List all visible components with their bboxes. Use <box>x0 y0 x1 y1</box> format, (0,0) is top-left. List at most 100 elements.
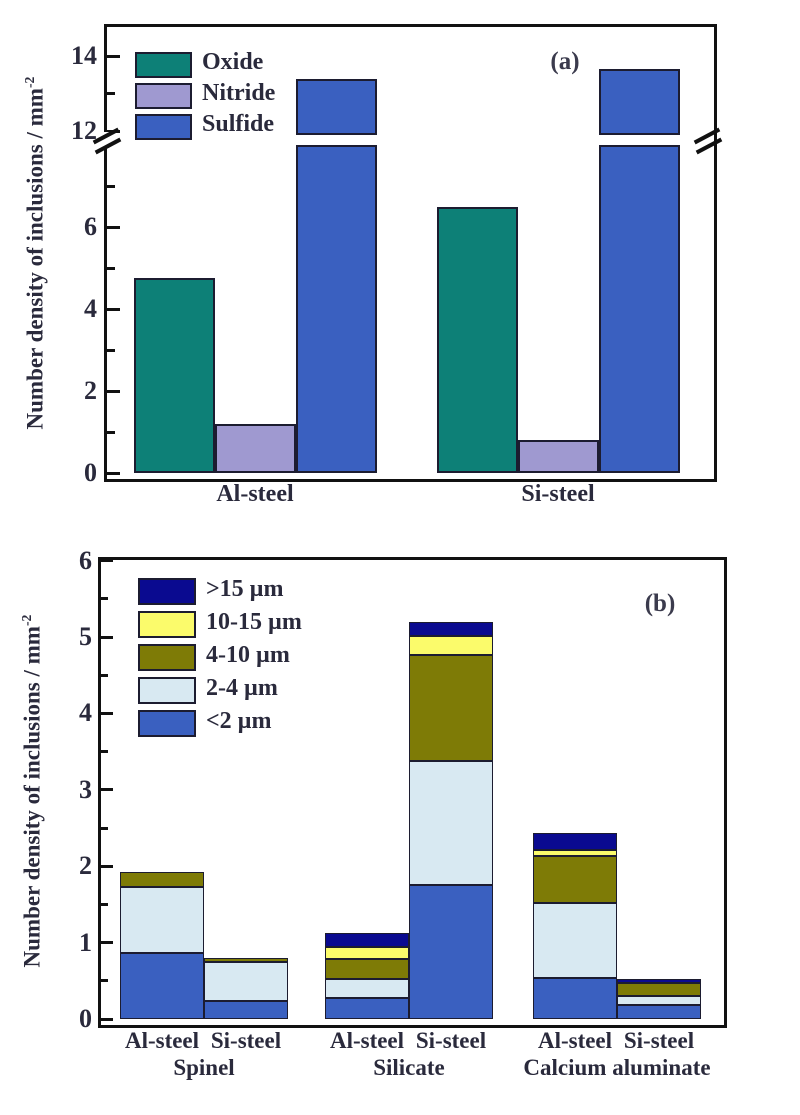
segment-b-silicate-al-steel-2-4-m <box>325 979 409 998</box>
y-tick-minor <box>101 750 108 754</box>
y-tick-label: 6 <box>79 545 92 575</box>
y-tick-major <box>101 559 113 563</box>
panel-a-label: (a) <box>550 48 580 75</box>
y-tick-major <box>101 635 113 639</box>
bar-a-sulfide-al-steel-upper <box>296 78 377 135</box>
y-tick-major <box>107 471 120 475</box>
segment-b-spinel-si-steel-2-m <box>204 1000 288 1019</box>
y-tick-label: 3 <box>79 774 92 804</box>
legend-b-label-10-15-m: 10-15 µm <box>206 609 302 635</box>
segment-b-spinel-al-steel-2-4-m <box>120 886 204 953</box>
y-tick-label: 4 <box>84 294 97 323</box>
segment-b-calcium-aluminate-al-steel-2-4-m <box>533 902 617 978</box>
x-label-b-calcium-aluminate-si-steel: Si-steel <box>623 1028 695 1053</box>
segment-b-silicate-si-steel-10-15-m <box>409 636 493 655</box>
y-tick-minor <box>107 184 115 188</box>
bar-a-sulfide-al-steel-lower <box>296 145 377 473</box>
x-group-label-silicate: Silicate <box>373 1055 445 1080</box>
segment-b-silicate-si-steel-4-10-m <box>409 654 493 761</box>
bar-a-oxide-si-steel <box>437 206 518 473</box>
legend-a-swatch-sulfide <box>135 114 192 140</box>
y-tick-label: 6 <box>84 212 97 241</box>
legend-b-label-4-10-m: 4-10 µm <box>206 642 290 668</box>
y-tick-label: 2 <box>79 851 92 881</box>
legend-b-swatch-4-10-m <box>138 644 196 671</box>
segment-b-calcium-aluminate-al-steel-10-15-m <box>533 850 617 857</box>
segment-b-silicate-al-steel-10-15-m <box>325 947 409 960</box>
y-tick-label: 2 <box>84 376 97 405</box>
x-label-b-silicate-si-steel: Si-steel <box>415 1028 487 1053</box>
legend-a-swatch-nitride <box>135 83 192 109</box>
bar-a-sulfide-si-steel-upper <box>599 69 680 135</box>
legend-a-label-sulfide: Sulfide <box>202 111 275 137</box>
segment-b-spinel-al-steel-4-10-m <box>120 872 204 887</box>
y-tick-label: 5 <box>79 622 92 651</box>
legend-a-swatch-oxide <box>135 52 192 78</box>
x-label-a-al-steel: Al-steel <box>216 481 294 507</box>
x-group-label-spinel: Spinel <box>173 1055 235 1080</box>
y-tick-label: 4 <box>79 698 92 728</box>
legend-b-label-2-4-m: 2-4 µm <box>206 675 278 701</box>
segment-b-silicate-al-steel-2-m <box>325 997 409 1019</box>
y-tick-label: 12 <box>71 116 97 145</box>
segment-b-calcium-aluminate-al-steel-4-10-m <box>533 856 617 903</box>
bar-a-sulfide-si-steel-lower <box>599 145 680 473</box>
legend-b-label-15-m: >15 µm <box>206 576 284 602</box>
bar-a-nitride-al-steel <box>215 423 296 473</box>
y-tick-major <box>101 941 113 945</box>
x-label-b-spinel-al-steel: Al-steel <box>124 1028 200 1053</box>
panel-a-y-axis-title-sup: -2 <box>22 76 37 89</box>
y-tick-label: 14 <box>71 41 97 70</box>
segment-b-calcium-aluminate-si-steel-2-4-m <box>617 996 701 1006</box>
legend-b-label-2-m: <2 µm <box>206 708 272 734</box>
segment-b-calcium-aluminate-si-steel-4-10-m <box>617 983 701 997</box>
legend-a-label-nitride: Nitride <box>202 80 276 106</box>
segment-b-calcium-aluminate-al-steel-15-m <box>533 832 617 851</box>
segment-b-spinel-si-steel-4-10-m <box>204 957 288 962</box>
y-tick-major <box>107 225 120 229</box>
y-tick-major <box>101 788 113 792</box>
x-label-a-si-steel: Si-steel <box>521 481 595 507</box>
x-label-b-spinel-si-steel: Si-steel <box>210 1028 282 1053</box>
segment-b-silicate-al-steel-15-m <box>325 933 409 948</box>
legend-a-label-oxide: Oxide <box>202 49 264 75</box>
y-tick-minor <box>107 430 115 434</box>
y-tick-label: 0 <box>79 1004 92 1033</box>
y-tick-minor <box>107 266 115 270</box>
x-label-b-silicate-al-steel: Al-steel <box>329 1028 405 1053</box>
y-tick-major <box>101 864 113 868</box>
y-tick-major <box>101 711 113 715</box>
bar-a-nitride-si-steel <box>518 440 599 473</box>
legend-b-swatch-2-4-m <box>138 677 196 704</box>
y-tick-minor <box>101 979 108 983</box>
y-tick-minor <box>101 826 108 830</box>
y-tick-minor <box>101 902 108 906</box>
x-label-b-calcium-aluminate-al-steel: Al-steel <box>537 1028 613 1053</box>
y-tick-minor <box>107 348 115 352</box>
segment-b-calcium-aluminate-al-steel-2-m <box>533 977 617 1019</box>
y-tick-major <box>107 389 120 393</box>
segment-b-silicate-si-steel-15-m <box>409 622 493 637</box>
y-tick-major <box>107 54 120 58</box>
legend-b-swatch-2-m <box>138 710 196 737</box>
panel-a-y-axis-title: Number density of inclusions / mm-2 <box>16 13 48 493</box>
panel-b-label: (b) <box>644 590 676 617</box>
segment-b-silicate-si-steel-2-m <box>409 884 493 1019</box>
bar-a-oxide-al-steel <box>134 278 215 473</box>
segment-b-calcium-aluminate-si-steel-2-m <box>617 1005 701 1019</box>
segment-b-spinel-si-steel-2-4-m <box>204 961 288 1001</box>
y-tick-minor <box>107 92 115 95</box>
y-tick-label: 0 <box>84 458 97 487</box>
y-tick-major <box>101 1017 113 1021</box>
y-tick-minor <box>101 597 108 601</box>
x-group-label-calcium-aluminate: Calcium aluminate <box>523 1055 711 1080</box>
legend-b-swatch-10-15-m <box>138 611 196 638</box>
y-tick-minor <box>101 673 108 677</box>
y-tick-label: 1 <box>79 927 92 957</box>
segment-b-silicate-si-steel-2-4-m <box>409 760 493 885</box>
y-tick-major <box>107 307 120 311</box>
segment-b-calcium-aluminate-si-steel-15-m <box>617 978 701 984</box>
segment-b-silicate-al-steel-4-10-m <box>325 959 409 980</box>
legend-b-swatch-15-m <box>138 578 196 605</box>
